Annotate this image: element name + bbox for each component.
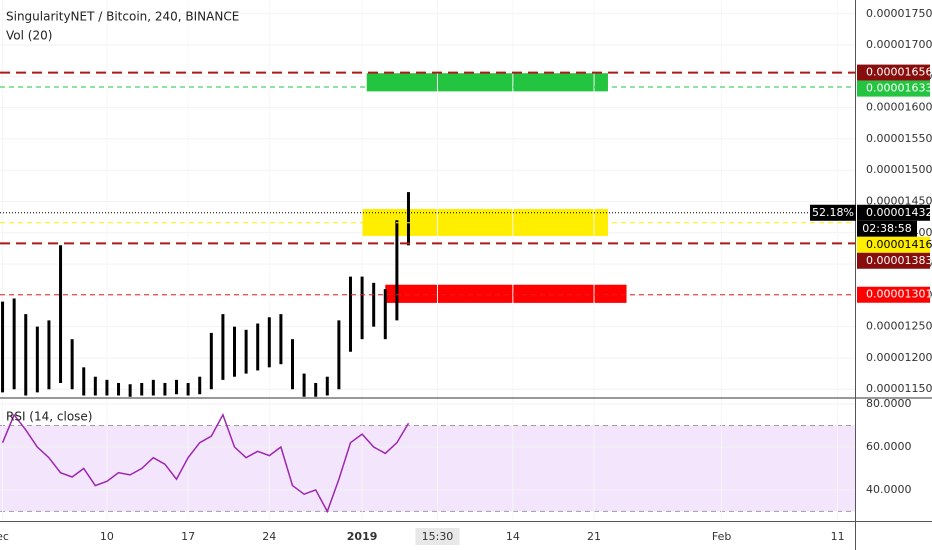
countdown-box	[857, 220, 917, 237]
y-tick-label: 0.00001500	[866, 163, 932, 176]
price-label: 0.00001416	[866, 238, 932, 251]
y-tick-label: 0.00001450	[866, 195, 932, 208]
zone	[385, 284, 627, 303]
y-tick-label: 40.0000	[866, 483, 912, 496]
crosshair-time-box	[415, 528, 460, 545]
volume-label: Vol (20)	[6, 29, 52, 43]
price-label-box	[857, 252, 930, 269]
rsi-title: RSI (14, close)	[6, 410, 92, 424]
rsi-band	[0, 425, 855, 512]
price-label: 0.00001432	[866, 206, 932, 219]
x-tick-label: 24	[262, 530, 276, 543]
chart-title: SingularityNET / Bitcoin, 240, BINANCE	[6, 10, 239, 24]
y-tick-label: 0.00001200	[866, 351, 932, 364]
price-label-box	[857, 64, 930, 81]
price-label-box	[857, 236, 930, 253]
x-tick-label: 11	[831, 530, 845, 543]
price-label: 0.00001383	[866, 254, 932, 267]
rsi-line	[1, 412, 410, 514]
x-tick-label: 14	[506, 530, 520, 543]
zone	[362, 209, 608, 236]
countdown-label: 02:38:58	[862, 222, 911, 235]
y-tick-label: 0.00001150	[866, 382, 932, 395]
price-label: 0.00001633	[866, 82, 932, 95]
y-tick-label: 0.00001700	[866, 38, 932, 51]
x-tick-label: Feb	[712, 530, 731, 543]
x-tick-label: 2019	[347, 530, 378, 543]
x-tick-label: 15:30	[422, 530, 454, 543]
axis-layer: 0.000011500.000012000.000012500.00001300…	[0, 7, 932, 545]
x-tick-label: 21	[587, 530, 601, 543]
y-tick-label: 0.00001600	[866, 101, 932, 114]
price-label-box	[857, 204, 930, 221]
change-label: 52.18%	[812, 206, 854, 219]
price-label-box	[857, 286, 930, 303]
marks-layer	[0, 71, 855, 514]
x-tick-label: ec	[0, 530, 9, 543]
y-tick-label: 60.0000	[866, 440, 912, 453]
price-label: 0.00001301	[866, 288, 932, 301]
zone	[366, 73, 608, 92]
price-label-box	[857, 80, 930, 97]
y-tick-label: 0.00001550	[866, 132, 932, 145]
price-label: 0.00001656	[866, 66, 932, 79]
change-box	[810, 204, 856, 221]
x-tick-label: 17	[181, 530, 195, 543]
y-tick-label: 80.0000	[866, 397, 912, 410]
y-tick-label: 0.00001750	[866, 7, 932, 20]
x-tick-label: 10	[100, 530, 114, 543]
y-tick-label: 0.00001250	[866, 320, 932, 333]
